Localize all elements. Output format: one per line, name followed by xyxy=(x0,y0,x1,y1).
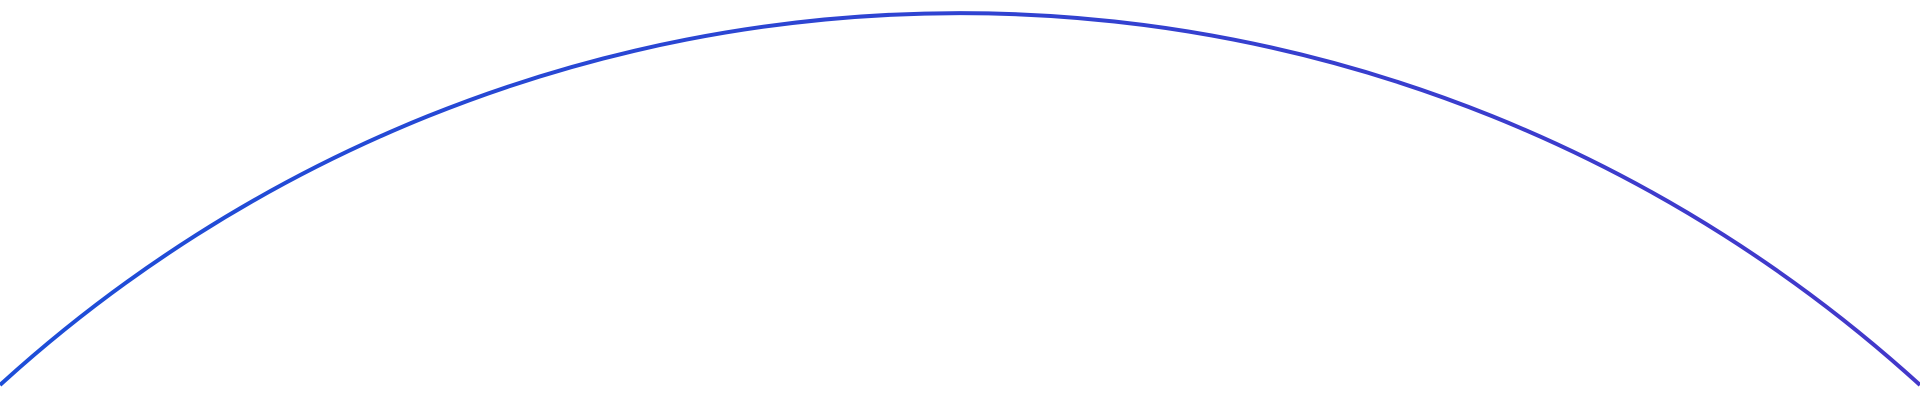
arc-curve xyxy=(0,11,1920,387)
